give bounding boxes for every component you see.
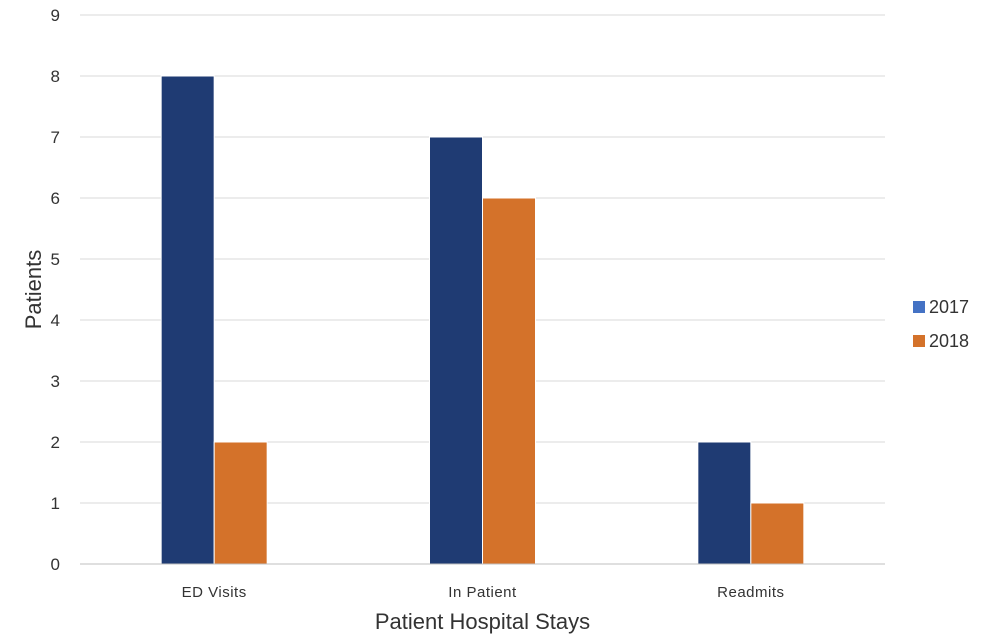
y-tick-label: 8	[51, 67, 60, 86]
bar-2017-ed-visits	[161, 76, 214, 564]
legend-swatch	[913, 301, 925, 313]
x-tick-label: In Patient	[448, 584, 517, 601]
legend-label: 2017	[929, 297, 969, 317]
legend: 2017 2018	[913, 297, 969, 351]
y-tick-label: 0	[51, 555, 60, 574]
bar-2018-readmits	[751, 503, 804, 564]
legend-swatch	[913, 335, 925, 347]
y-tick-label: 1	[51, 494, 60, 513]
legend-label: 2018	[929, 331, 969, 351]
y-axis-title: Patients	[21, 250, 46, 330]
bar-2017-in-patient	[430, 137, 483, 564]
y-tick-label: 5	[51, 250, 60, 269]
y-axis-ticks: 0 1 2 3 4 5 6 7 8 9	[51, 6, 60, 574]
bar-2018-ed-visits	[214, 442, 267, 564]
y-tick-label: 6	[51, 189, 60, 208]
y-tick-label: 3	[51, 372, 60, 391]
bar-2018-in-patient	[483, 198, 536, 564]
y-tick-label: 7	[51, 128, 60, 147]
x-tick-label: Readmits	[717, 584, 784, 601]
x-axis-ticks: ED Visits In Patient Readmits	[182, 584, 785, 601]
y-tick-label: 4	[51, 311, 60, 330]
bar-2017-readmits	[698, 442, 751, 564]
y-tick-label: 2	[51, 433, 60, 452]
x-tick-label: ED Visits	[182, 584, 247, 601]
y-tick-label: 9	[51, 6, 60, 25]
x-axis-title: Patient Hospital Stays	[375, 609, 590, 634]
